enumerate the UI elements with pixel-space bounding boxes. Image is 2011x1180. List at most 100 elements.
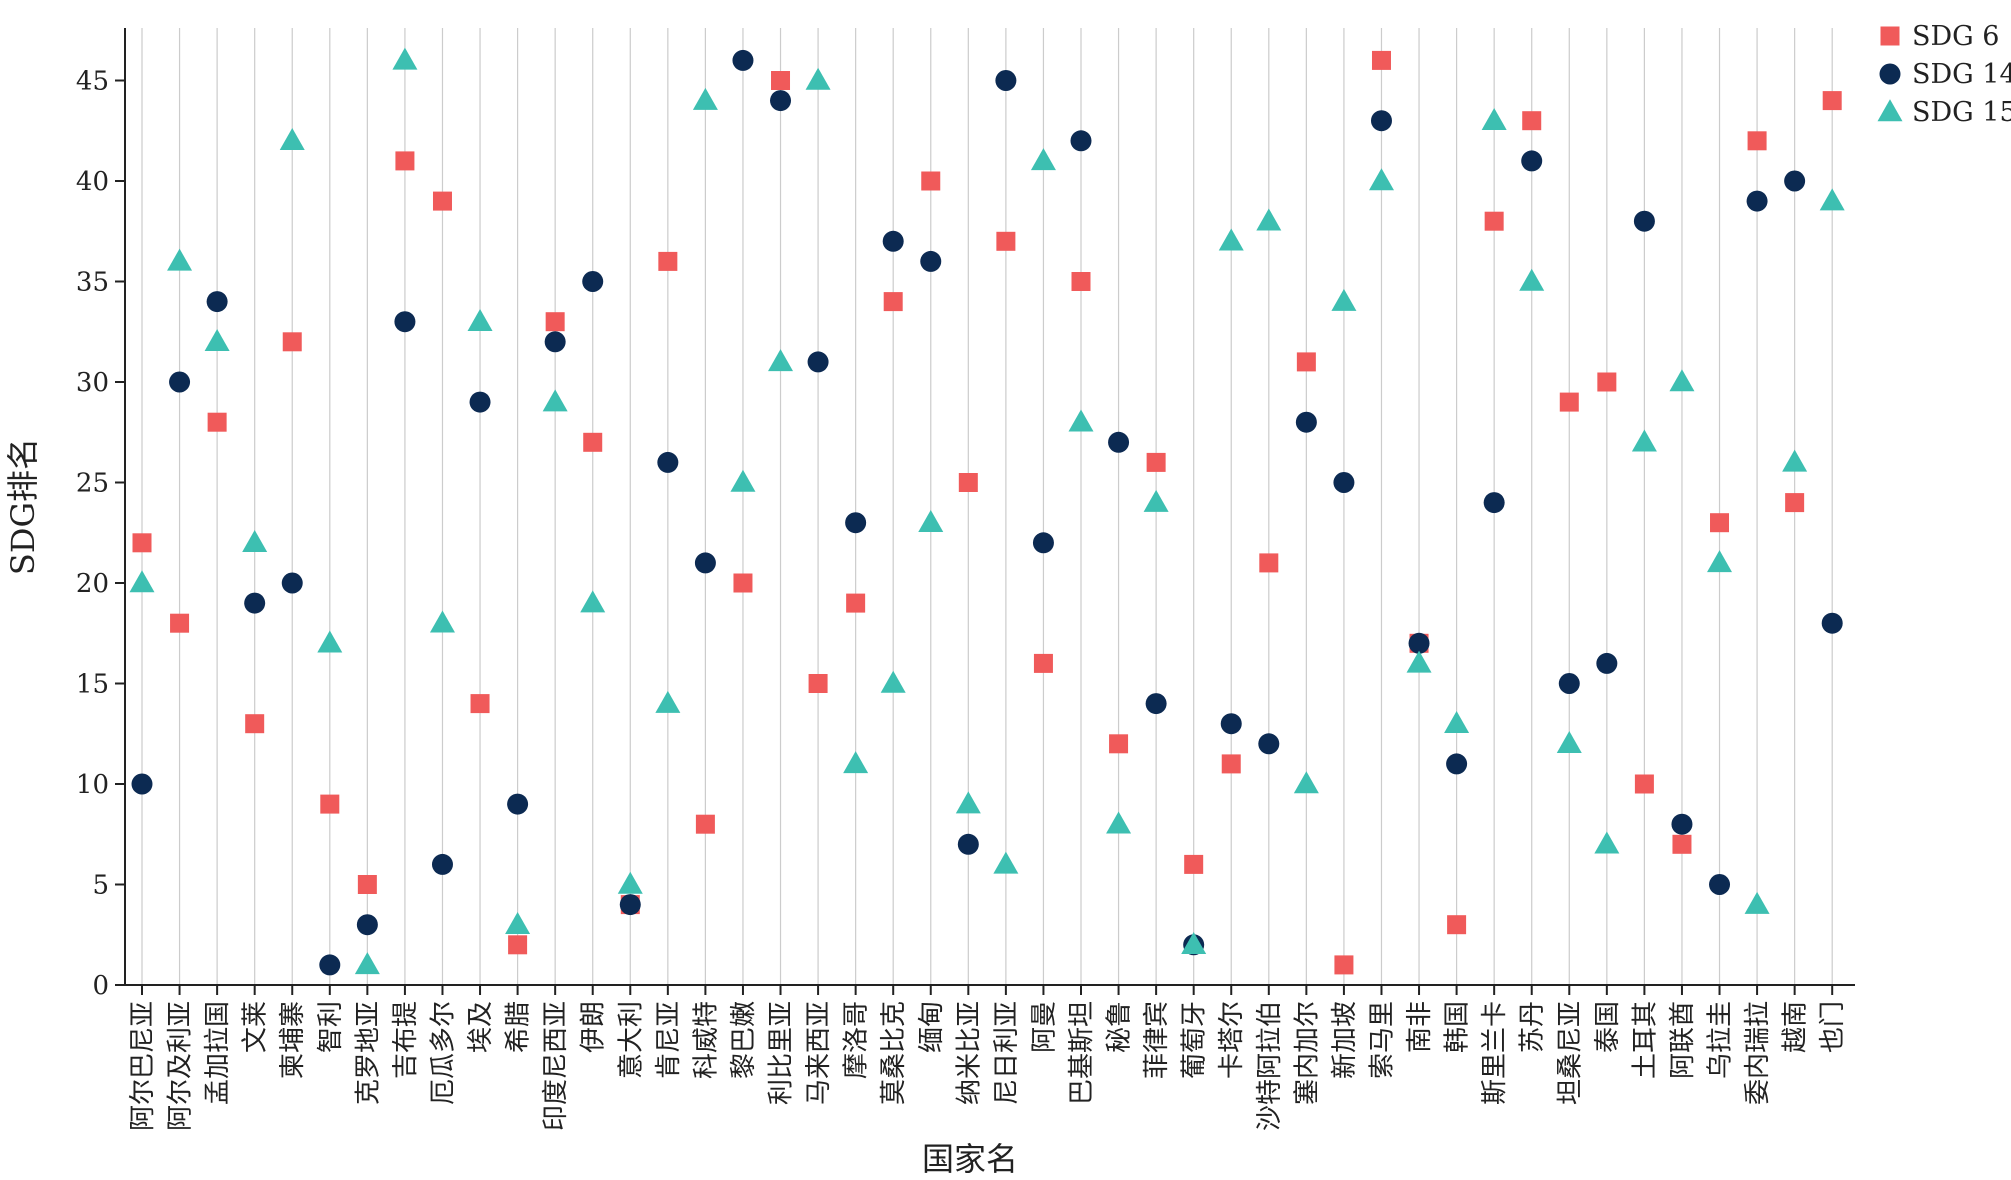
series-sdg-15 xyxy=(129,47,1845,975)
data-point xyxy=(1033,653,1053,673)
data-point xyxy=(655,690,681,713)
x-tick-label: 利比里亚 xyxy=(767,1001,797,1105)
data-point xyxy=(245,714,265,734)
data-point xyxy=(1631,429,1657,452)
data-point xyxy=(1669,369,1695,392)
data-point xyxy=(1596,652,1618,674)
series-sdg-14 xyxy=(131,49,1843,976)
data-point xyxy=(1032,532,1054,554)
y-tick-label: 45 xyxy=(76,67,109,97)
data-point xyxy=(1146,452,1166,472)
data-point xyxy=(580,590,606,613)
x-tick-label: 索马里 xyxy=(1367,1001,1397,1079)
data-point xyxy=(1709,874,1731,895)
x-tick-label: 科威特 xyxy=(691,1001,721,1079)
data-point xyxy=(1782,449,1808,472)
data-point xyxy=(617,871,643,894)
x-tick-label: 韩国 xyxy=(1443,1001,1473,1053)
data-point xyxy=(131,773,153,795)
legend-label: SDG 6 xyxy=(1912,21,1999,52)
x-tick-label: 菲律宾 xyxy=(1142,1001,1172,1079)
data-point xyxy=(995,70,1017,91)
data-point xyxy=(1710,513,1730,533)
y-tick-label: 40 xyxy=(76,167,109,197)
legend-marker xyxy=(1880,26,1900,46)
data-point xyxy=(695,814,715,834)
data-markers xyxy=(129,47,1845,976)
data-point xyxy=(1746,190,1768,212)
data-point xyxy=(1519,268,1545,291)
data-point xyxy=(882,230,904,252)
data-point xyxy=(467,308,493,331)
data-point xyxy=(1819,188,1845,211)
data-point xyxy=(1444,710,1470,733)
data-point xyxy=(319,954,341,976)
x-tick-label: 意大利 xyxy=(616,1001,646,1079)
x-tick-label: 葡萄牙 xyxy=(1180,1001,1210,1079)
x-tick-label: 厄瓜多尔 xyxy=(428,1001,458,1105)
data-point xyxy=(129,570,155,593)
x-tick-label: 智利 xyxy=(316,1001,346,1053)
legend-label: SDG 15 xyxy=(1912,97,2011,128)
data-point xyxy=(957,833,979,855)
data-point xyxy=(1184,854,1204,874)
y-axis-title: SDG排名 xyxy=(4,438,42,575)
data-point xyxy=(1521,150,1543,172)
data-point xyxy=(845,512,867,534)
y-tick-label: 15 xyxy=(76,670,109,700)
data-point xyxy=(1108,431,1130,453)
data-point xyxy=(1556,731,1582,754)
data-point xyxy=(732,49,754,71)
data-point xyxy=(1446,753,1468,775)
y-tick-label: 5 xyxy=(92,871,109,901)
data-point xyxy=(320,794,340,814)
x-tick-label: 尼日利亚 xyxy=(992,1001,1022,1105)
x-tick-label: 越南 xyxy=(1781,1001,1811,1053)
data-point xyxy=(1558,673,1580,694)
data-point xyxy=(733,573,753,593)
data-point xyxy=(395,151,415,171)
data-point xyxy=(921,171,941,191)
data-point xyxy=(1371,50,1391,70)
data-point xyxy=(996,231,1016,251)
data-point xyxy=(242,530,268,553)
data-point xyxy=(1258,733,1280,755)
data-point xyxy=(1221,754,1241,774)
data-point xyxy=(1594,831,1620,854)
data-point xyxy=(281,572,303,594)
data-point xyxy=(432,191,452,211)
data-point xyxy=(958,473,978,492)
x-tick-label: 柬埔寨 xyxy=(278,1001,308,1079)
x-tick-label: 印度尼西亚 xyxy=(541,1001,571,1131)
series-sdg-6 xyxy=(132,50,1842,975)
x-tick-label: 坦桑尼亚 xyxy=(1555,1001,1585,1105)
data-point xyxy=(846,593,866,613)
data-point xyxy=(1368,168,1394,191)
x-tick-label: 委内瑞拉 xyxy=(1743,1001,1773,1105)
data-point xyxy=(1785,493,1805,513)
x-tick-label: 新加坡 xyxy=(1330,1001,1360,1079)
data-point xyxy=(132,533,152,553)
data-point xyxy=(1822,91,1842,111)
data-point xyxy=(429,610,455,633)
x-tick-label: 莫桑比克 xyxy=(879,1001,909,1105)
data-point xyxy=(1331,288,1357,311)
x-tick-label: 吉布提 xyxy=(391,1001,421,1079)
data-point xyxy=(692,87,718,110)
x-tick-label: 阿曼 xyxy=(1029,1001,1059,1053)
x-axis-title: 国家名 xyxy=(922,1140,1018,1178)
data-point xyxy=(1296,352,1316,372)
data-point xyxy=(1484,211,1504,231)
data-point xyxy=(883,292,903,312)
data-point xyxy=(657,451,679,473)
data-point xyxy=(730,469,756,492)
data-point xyxy=(508,935,528,955)
data-point xyxy=(1106,811,1132,834)
data-point xyxy=(470,694,490,714)
data-point xyxy=(545,312,565,332)
data-point xyxy=(808,674,828,693)
data-point xyxy=(1707,550,1733,573)
y-tick-label: 10 xyxy=(76,770,109,800)
x-tick-label: 沙特阿拉伯 xyxy=(1255,1001,1285,1131)
y-tick-label: 25 xyxy=(76,469,109,499)
